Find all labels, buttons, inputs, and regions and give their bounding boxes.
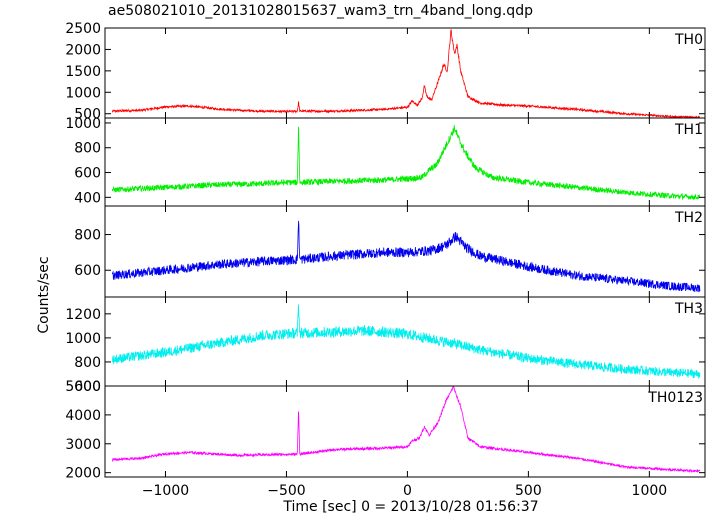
panel-th0123: 2000 3000 4000 5000 TH0123 xyxy=(65,379,706,482)
series-line-th2 xyxy=(111,220,701,293)
y-tick-label: 500 xyxy=(74,107,101,123)
panel-label: TH0123 xyxy=(647,390,703,406)
y-tick-label: 1000 xyxy=(65,85,101,101)
panel-th2: 600 800 TH2 xyxy=(74,205,706,298)
y-tick-label: 1000 xyxy=(65,331,101,347)
panel-th1: 400 600 800 1000 TH1 xyxy=(65,116,706,207)
series-line-th1 xyxy=(111,124,701,201)
y-tick-label: 4000 xyxy=(65,408,101,424)
panel-frame xyxy=(104,27,706,119)
x-axis-label: Time [sec] 0 = 2013/10/28 01:56:37 xyxy=(282,499,538,515)
x-tick-label: −1000 xyxy=(142,483,189,499)
x-tick-label: 1000 xyxy=(632,483,668,499)
series-line-th0123 xyxy=(111,386,701,474)
y-tick-label: 600 xyxy=(74,263,101,279)
chart-title: ae508021010_20131028015637_wam3_trn_4ban… xyxy=(108,3,533,19)
y-tick-label: 3000 xyxy=(65,437,101,453)
x-axis: −1000 −500 0 500 1000 xyxy=(142,483,667,499)
series-line-th3 xyxy=(111,304,701,380)
y-tick-label: 2000 xyxy=(65,466,101,482)
y-tick-label: 1200 xyxy=(65,307,101,323)
y-tick-label: 1500 xyxy=(65,64,101,80)
y-axis-label: Counts/sec xyxy=(36,256,52,333)
y-tick-label: 800 xyxy=(74,228,101,244)
x-tick-label: 0 xyxy=(403,483,412,499)
panel-label: TH3 xyxy=(674,301,703,317)
panel-label: TH2 xyxy=(674,210,703,226)
panel-frame xyxy=(104,296,706,387)
y-tick-label: 600 xyxy=(74,166,101,182)
y-tick-label: 400 xyxy=(74,190,101,206)
y-tick-label: 2000 xyxy=(65,42,101,58)
series-line-th0 xyxy=(111,28,701,118)
x-tick-label: −500 xyxy=(267,483,305,499)
y-tick-label: 800 xyxy=(74,141,101,157)
y-tick-label: 800 xyxy=(74,355,101,371)
x-tick-label: 500 xyxy=(515,483,542,499)
y-tick-label: 2500 xyxy=(65,21,101,37)
panel-label: TH0 xyxy=(674,32,703,48)
y-tick-label: 1000 xyxy=(65,116,101,132)
panel-th0: 500 1000 1500 2000 2500 TH0 xyxy=(65,21,706,123)
y-tick-label: 600 xyxy=(74,379,101,395)
y-tick-label: 5000 xyxy=(65,379,101,395)
panel-label: TH1 xyxy=(674,122,703,138)
panel-frame xyxy=(104,117,706,207)
panel-frame xyxy=(104,385,706,478)
panel-th3: 600 800 1000 1200 TH3 xyxy=(65,296,706,395)
